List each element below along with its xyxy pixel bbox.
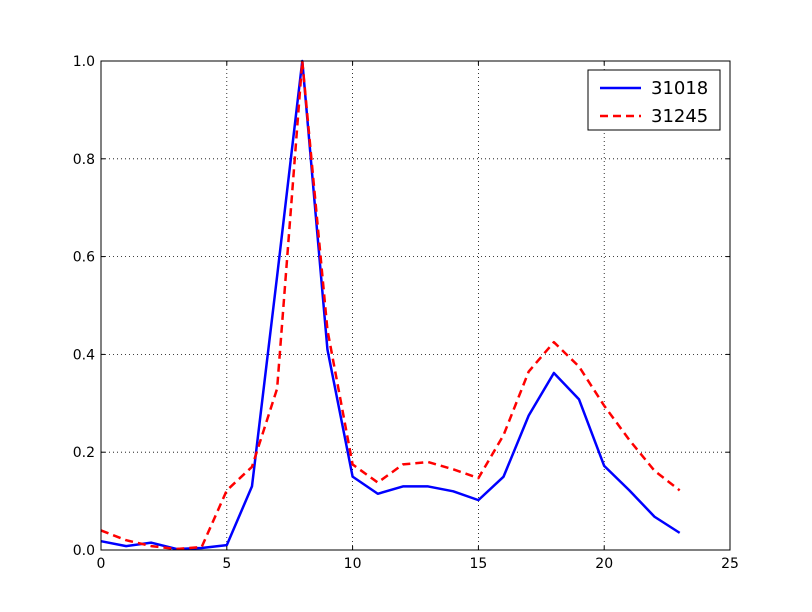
- x-tick-label: 10: [344, 556, 362, 572]
- x-tick-label: 0: [97, 556, 106, 572]
- legend-label-31245: 31245: [651, 106, 708, 127]
- series-line-31018: [100, 59, 681, 551]
- series-layer: [100, 59, 681, 551]
- y-tick-label: 0.4: [73, 347, 95, 363]
- axis-ticks: 0 5 10 15 20 25 0.0 0.2 0.4 0.6 0.8 1.0: [73, 54, 739, 572]
- y-tick-label: 0.0: [73, 543, 95, 559]
- x-tick-label: 15: [469, 556, 487, 572]
- plot-frame: [100, 60, 731, 551]
- legend: 31018 31245: [587, 69, 721, 131]
- x-tick-label: 5: [222, 556, 231, 572]
- legend-box: [587, 69, 721, 131]
- series-line-31245: [100, 59, 681, 551]
- y-tick-label: 1.0: [73, 54, 95, 70]
- y-tick-label: 0.8: [73, 152, 95, 168]
- y-tick-label: 0.6: [73, 250, 95, 266]
- x-tick-label: 25: [721, 556, 739, 572]
- plot-area: [101, 61, 730, 550]
- x-tick-label: 20: [595, 556, 613, 572]
- y-tick-label: 0.2: [73, 445, 95, 461]
- legend-label-31018: 31018: [651, 78, 708, 99]
